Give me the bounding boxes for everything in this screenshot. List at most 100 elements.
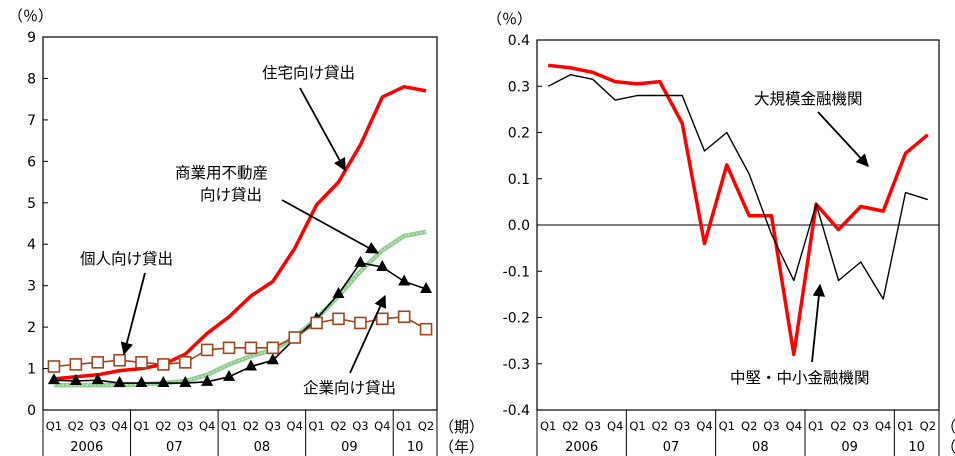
y-tick-label: -0.3 [503, 357, 530, 373]
x-tick-label: Q1 [133, 419, 149, 433]
y-tick-label: -0.4 [503, 403, 530, 419]
data-point-triangle [113, 376, 126, 388]
x-tick-label: Q2 [830, 419, 846, 433]
data-point-triangle [398, 274, 411, 286]
data-point-triangle [354, 255, 367, 267]
data-point-square [397, 310, 411, 324]
data-point-triangle [244, 359, 257, 371]
year-label: 10 [407, 440, 424, 455]
data-point-square [375, 312, 389, 326]
x-tick-label: Q1 [629, 419, 645, 433]
x-tick-label: Q2 [418, 419, 434, 433]
y-tick-label: -0.2 [503, 311, 530, 327]
x-tick-label: Q1 [540, 419, 556, 433]
x-axis-unit-quarter: （期） [439, 418, 484, 436]
y-tick-label: 0.1 [508, 172, 530, 188]
data-point-triangle [91, 373, 104, 385]
y-axis-unit: （％） [487, 10, 532, 28]
data-point-square [200, 343, 214, 357]
year-label: 07 [663, 440, 680, 455]
annotation-arrow [299, 87, 346, 172]
y-tick-label: 5 [27, 196, 36, 212]
x-tick-label: Q2 [652, 419, 668, 433]
data-point-triangle [223, 369, 236, 381]
annotation-label: 商業用不動産 [175, 164, 268, 182]
year-label: 08 [254, 440, 271, 455]
x-tick-label: Q3 [352, 419, 368, 433]
data-point-square [135, 356, 148, 369]
data-point-square [419, 322, 433, 336]
x-tick-label: Q1 [221, 419, 237, 433]
x-tick-label: Q3 [763, 419, 779, 433]
series-line [53, 84, 427, 381]
annotation-arrow [281, 199, 380, 254]
annotation-label: 中堅・中小金融機関 [730, 369, 870, 387]
data-point-square [354, 316, 367, 330]
year-label: 2006 [565, 440, 598, 455]
x-tick-label: Q2 [562, 419, 578, 433]
year-label: 10 [908, 440, 925, 455]
y-tick-label: 8 [27, 71, 36, 87]
data-point-triangle [157, 376, 170, 388]
data-point-square [91, 356, 105, 369]
annotation-label: 個人向け貸出 [80, 250, 173, 268]
data-point-triangle [69, 373, 82, 385]
year-label: 07 [166, 440, 183, 455]
x-tick-label: Q4 [287, 419, 303, 433]
data-point-triangle [332, 286, 345, 298]
data-point-square [310, 316, 323, 330]
data-point-triangle [135, 376, 148, 388]
x-tick-label: Q4 [875, 419, 891, 433]
y-tick-label: -0.1 [503, 264, 530, 280]
data-point-triangle [376, 260, 389, 272]
x-tick-label: Q2 [920, 419, 936, 433]
x-tick-label: Q2 [68, 419, 84, 433]
x-tick-label: Q3 [674, 419, 690, 433]
data-point-triangle [201, 374, 214, 386]
y-tick-label: 0.3 [508, 79, 530, 95]
y-tick-label: 0.2 [508, 126, 530, 142]
x-tick-label: Q4 [607, 419, 623, 433]
x-tick-label: Q1 [46, 419, 62, 433]
x-tick-label: Q1 [719, 419, 735, 433]
x-tick-label: Q3 [265, 419, 281, 433]
y-tick-label: 9 [27, 30, 36, 46]
y-tick-label: 6 [27, 154, 36, 170]
data-point-triangle [420, 281, 433, 293]
data-point-triangle [179, 376, 192, 388]
annotation-arrow [817, 111, 869, 167]
annotation-label: 向け貸出 [200, 186, 262, 204]
data-point-square [266, 341, 280, 355]
series-line [53, 262, 427, 384]
y-tick-label: 4 [27, 237, 36, 253]
data-point-square [244, 341, 258, 355]
data-point-square [113, 353, 126, 367]
x-tick-label: Q3 [177, 419, 193, 433]
data-point-triangle [47, 373, 60, 385]
data-point-square [47, 360, 61, 373]
x-tick-label: Q4 [111, 419, 127, 433]
x-axis-unit-year: （年） [941, 438, 955, 456]
x-tick-label: Q1 [308, 419, 324, 433]
x-tick-label: Q1 [897, 419, 913, 433]
series-line-pattern [53, 231, 427, 386]
data-point-square [178, 356, 192, 369]
x-tick-label: Q2 [243, 419, 259, 433]
x-tick-label: Q2 [330, 419, 346, 433]
data-point-triangle [266, 353, 279, 365]
data-point-square [222, 341, 236, 355]
y-tick-label: 0.0 [508, 218, 530, 234]
y-tick-label: 0.4 [508, 33, 530, 49]
series-line [548, 63, 929, 357]
year-label: 09 [341, 440, 358, 455]
data-point-square [157, 358, 170, 371]
annotation-label: 大規模金融機関 [754, 90, 863, 108]
x-tick-label: Q3 [90, 419, 106, 433]
x-axis-unit-quarter: （期） [941, 418, 955, 436]
plot-frame [42, 36, 438, 411]
y-tick-label: 7 [27, 113, 36, 129]
y-axis-unit: （％） [8, 7, 53, 25]
annotation-label: 住宅向け貸出 [262, 64, 355, 82]
data-point-square [69, 358, 83, 371]
